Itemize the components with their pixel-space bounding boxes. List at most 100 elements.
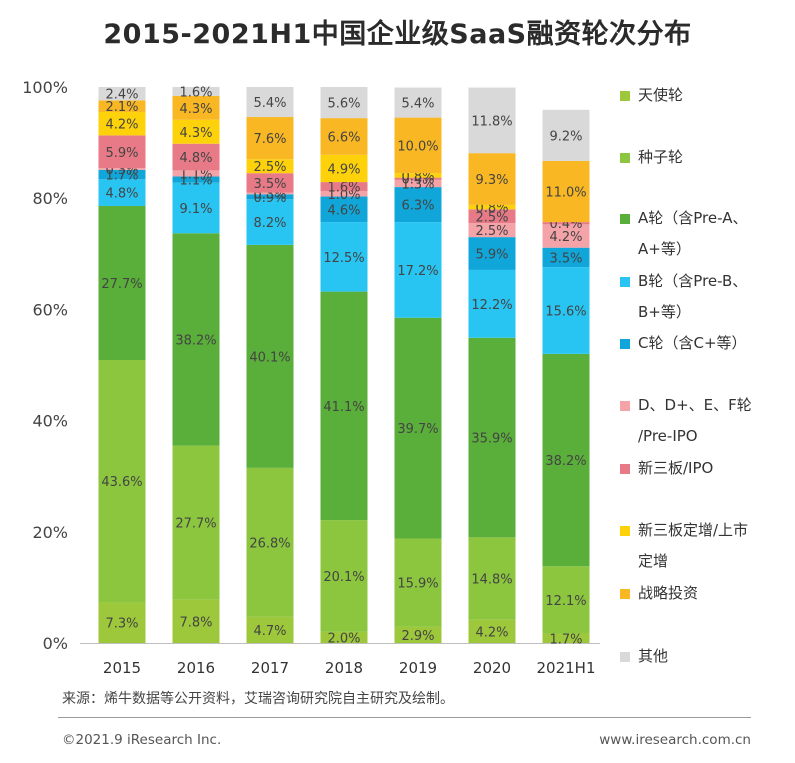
bar-segment	[394, 179, 442, 188]
y-tick-label: 60%	[32, 300, 68, 319]
bar-segment	[98, 100, 146, 113]
data-label: 2.4%	[105, 88, 138, 103]
legend-label: A轮（含Pre-A、 A+等）	[638, 209, 748, 258]
legend-swatch	[620, 91, 630, 101]
data-label: 4.2%	[105, 118, 138, 133]
bar-segment	[468, 204, 516, 210]
bar-segment	[172, 233, 220, 446]
legend-label: D、D+、E、F轮 /Pre-IPO	[638, 396, 752, 445]
bar-segment	[98, 179, 146, 206]
bar-segment	[246, 192, 294, 195]
bar-segment	[98, 602, 146, 643]
data-label: 43.6%	[101, 475, 142, 490]
data-label: 10.0%	[397, 139, 438, 154]
data-label: 4.7%	[253, 624, 286, 639]
bar-segment	[246, 87, 294, 118]
bar-segment	[468, 153, 516, 205]
data-label: 2.1%	[105, 100, 138, 115]
data-label: 26.8%	[249, 536, 290, 551]
data-label: 1.0%	[327, 188, 360, 203]
data-label: 1.7%	[105, 169, 138, 184]
data-label: 1.6%	[179, 85, 212, 100]
data-label: 7.8%	[179, 615, 212, 630]
bar-segment	[542, 267, 590, 354]
bar-segment	[320, 222, 368, 292]
data-label: 11.8%	[471, 114, 512, 129]
bar-segment	[542, 247, 590, 268]
bar-segment	[98, 168, 146, 170]
bar-segment	[468, 223, 516, 238]
bar-segment	[394, 187, 442, 223]
bar-segment	[394, 222, 442, 318]
x-tick-label: 2017	[251, 659, 289, 677]
website-text: www.iresearch.com.cn	[599, 732, 751, 748]
bar-segment	[172, 182, 220, 234]
legend-swatch	[620, 464, 630, 474]
data-label: 15.9%	[397, 577, 438, 592]
data-label: 27.7%	[101, 277, 142, 292]
bar-segment	[246, 616, 294, 643]
data-label: 1.7%	[549, 632, 582, 647]
y-tick-label: 20%	[32, 523, 68, 542]
bar-segment	[172, 170, 220, 177]
data-label: 14.8%	[471, 573, 512, 588]
data-label: 7.3%	[105, 617, 138, 632]
data-label: 35.9%	[471, 432, 512, 447]
bar-segment	[542, 109, 590, 161]
y-tick-label: 80%	[32, 189, 68, 208]
bar-segment	[246, 117, 294, 160]
y-tick-label: 40%	[32, 412, 68, 431]
x-tick-label: 2016	[177, 659, 215, 677]
data-label: 9.1%	[179, 202, 212, 217]
legend-swatch	[620, 589, 630, 599]
copyright-text: ©2021.9 iResearch Inc.	[62, 732, 222, 748]
bar-segment	[246, 244, 294, 468]
data-label: 4.2%	[549, 230, 582, 245]
legend-label: 种子轮	[638, 148, 684, 166]
data-label: 5.6%	[327, 97, 360, 112]
data-label: 6.6%	[327, 130, 360, 145]
data-label: 4.6%	[327, 203, 360, 218]
legend-swatch	[620, 277, 630, 287]
bar-segment	[320, 190, 368, 197]
bar-segment	[320, 196, 368, 223]
data-label: 5.9%	[475, 248, 508, 263]
data-label: 40.1%	[249, 350, 290, 365]
legend-swatch	[620, 652, 630, 662]
legend-label: C轮（含C+等）	[638, 334, 747, 352]
data-label: 6.3%	[401, 199, 434, 214]
legend-label: 战略投资	[638, 584, 699, 602]
footer-divider	[58, 717, 751, 718]
legend-label: B轮（含Pre-B、 B+等）	[638, 272, 748, 321]
bar-segment	[172, 95, 220, 120]
bar-segment	[468, 537, 516, 620]
bar-segment	[468, 337, 516, 538]
bar-segment	[468, 237, 516, 270]
bar-segment	[246, 159, 294, 174]
data-label: 5.4%	[253, 96, 286, 111]
data-label: 2.0%	[327, 631, 360, 646]
bar-segment	[542, 353, 590, 567]
x-tick-label: 2015	[103, 659, 141, 677]
data-label: 12.2%	[471, 298, 512, 313]
legend-label: 其他	[638, 647, 669, 665]
data-label: 11.0%	[545, 186, 586, 201]
x-tick-label: 2018	[325, 659, 363, 677]
bar-segment	[394, 626, 442, 643]
legend-swatch	[620, 526, 630, 536]
data-label: 1.1%	[179, 167, 212, 182]
bar-segment	[542, 633, 590, 643]
bar-segment	[468, 269, 516, 338]
data-label: 1.1%	[179, 174, 212, 189]
bar-segment	[98, 205, 146, 360]
data-label: 1.3%	[401, 177, 434, 192]
bar-segment	[246, 467, 294, 617]
data-label: 38.2%	[175, 333, 216, 348]
bar-segment	[172, 119, 220, 144]
y-tick-label: 100%	[22, 78, 68, 97]
bar-segment	[246, 194, 294, 200]
bar-segment	[98, 87, 146, 101]
bar-segment	[172, 143, 220, 171]
data-label: 9.2%	[549, 129, 582, 144]
